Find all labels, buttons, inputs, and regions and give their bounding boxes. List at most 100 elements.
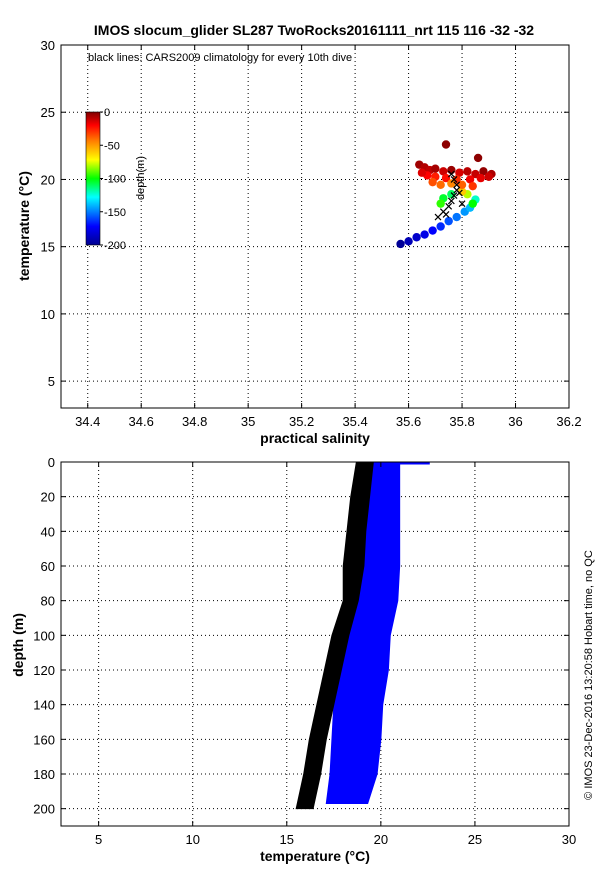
ts-observation-point [417, 168, 427, 177]
ts-ytick-label: 20 [41, 172, 55, 187]
ts-climatology-point [453, 181, 461, 189]
profile-xtick-label: 20 [374, 832, 388, 847]
colorbar-tick-label: -50 [104, 140, 120, 152]
ts-observation-point [428, 177, 437, 187]
ts-observation-point [479, 167, 488, 176]
colorbar-tick-label: -150 [104, 207, 126, 219]
ts-observation-point [468, 199, 477, 208]
ts-observation-point [465, 175, 475, 184]
profile-ytick-label: 120 [33, 663, 55, 678]
ts-observation-point [436, 180, 445, 190]
ts-observation-point [447, 190, 456, 199]
profile-ticks: 5 10 15 20 25 30 0 20 40 60 80 100 120 140 160 180 200 [33, 455, 576, 847]
ts-xtick-label: 34.8 [182, 414, 207, 429]
profile-xtick-label: 25 [468, 832, 482, 847]
ts-diagram-panel: 34.4 34.6 34.8 35 35.2 35.4 35.6 35.8 36 36.2 5 10 1… [16, 38, 582, 446]
ts-climatology-point [442, 210, 450, 218]
ts-axes-box [60, 44, 570, 409]
ts-observation-point [441, 140, 451, 149]
ts-observation-point [473, 153, 483, 163]
ts-data-layer [396, 140, 496, 249]
colorbar-ticks: 0 -50 -100 -150 -200 [100, 107, 126, 252]
ts-observation-point [484, 172, 493, 181]
ts-observation-point [452, 212, 461, 222]
colorbar-gradient [85, 111, 101, 246]
ts-climatology-point [458, 200, 466, 208]
ts-xtick-label: 35.8 [449, 414, 474, 429]
profile-ytick-label: 180 [33, 767, 55, 782]
ts-ytick-label: 15 [41, 240, 55, 255]
ts-observation-point [444, 216, 453, 226]
profile-xtick-label: 30 [562, 832, 576, 847]
ts-observation-point [455, 168, 464, 177]
colorbar-label: depth(m) [135, 156, 147, 200]
profile-xtick-label: 5 [95, 832, 102, 847]
colorbar-tick-label: 0 [104, 107, 110, 119]
imos-watermark: © IMOS 23-Dec-2016 13:20:58 Hobart time,… [583, 550, 595, 800]
ts-ticks: 34.4 34.6 34.8 35 35.2 35.4 35.6 35.8 36 36.2 5 10 1… [41, 38, 582, 429]
profile-ytick-label: 160 [33, 732, 55, 747]
temperature-profile-panel: 5 10 15 20 25 30 0 20 40 60 80 100 120 140 160 180 200 t… [10, 455, 576, 864]
ts-observation-point [436, 199, 445, 208]
ts-xtick-label: 35.6 [396, 414, 421, 429]
ts-observation-point [428, 226, 437, 235]
ts-observation-point [463, 167, 472, 176]
profile-ytick-label: 200 [33, 802, 55, 817]
ts-observation-point [457, 180, 467, 190]
profile-xlabel: temperature (°C) [260, 848, 370, 864]
profile-climatology-band [295, 462, 374, 810]
ts-xtick-label: 35.2 [289, 414, 314, 429]
profile-xtick-label: 10 [185, 832, 199, 847]
ts-ytick-label: 25 [41, 105, 55, 120]
ts-grid [61, 45, 569, 408]
ts-climatology-point [450, 176, 458, 183]
ts-observation-point [404, 237, 413, 246]
profile-ytick-label: 100 [33, 628, 55, 643]
profile-xtick-label: 15 [280, 832, 294, 847]
ts-climatology-point [450, 192, 458, 200]
ts-xtick-label: 36 [508, 414, 522, 429]
profile-ytick-label: 0 [48, 455, 55, 470]
ts-climatology-point [447, 197, 455, 205]
ts-xlabel: practical salinity [260, 430, 370, 446]
ts-climatology-point [445, 202, 453, 210]
ts-ytick-label: 10 [41, 307, 55, 322]
ts-annotation: black lines: CARS2009 climatology for ev… [88, 52, 352, 64]
ts-xtick-label: 34.4 [75, 414, 100, 429]
ts-ylabel: temperature (°C) [16, 171, 32, 281]
ts-observation-point [420, 230, 429, 239]
colorbar-tick-label: -200 [104, 240, 126, 252]
ts-climatology-point [447, 170, 455, 178]
ts-xtick-label: 36.2 [556, 414, 581, 429]
depth-colorbar: 0 -50 -100 -150 -200 depth(m) [85, 107, 147, 252]
ts-ytick-label: 30 [41, 38, 55, 53]
ts-observation-point [412, 233, 421, 242]
ts-ytick-label: 5 [48, 374, 55, 389]
ts-observation-point [431, 164, 440, 173]
ts-xtick-label: 35.4 [342, 414, 367, 429]
profile-ytick-label: 40 [41, 524, 55, 539]
profile-data-layer [295, 462, 430, 810]
ts-observation-point [468, 181, 477, 191]
profile-grid [61, 462, 569, 826]
ts-observation-point [439, 167, 448, 176]
profile-ytick-label: 60 [41, 559, 55, 574]
ts-observation-point [447, 179, 456, 188]
ts-climatology-point [455, 189, 463, 197]
ts-climatology-point [434, 213, 442, 221]
profile-ytick-label: 140 [33, 698, 55, 713]
ts-observation-point [441, 173, 451, 183]
ts-observation-point [436, 222, 445, 231]
profile-axes-box [60, 461, 570, 827]
figure-title: IMOS slocum_glider SL287 TwoRocks2016111… [94, 22, 534, 38]
ts-xtick-label: 35 [241, 414, 255, 429]
profile-ytick-label: 20 [41, 490, 55, 505]
ts-observation-point [476, 173, 485, 183]
ts-observation-point [447, 165, 456, 175]
ts-observation-point [396, 239, 405, 249]
colorbar-tick-label: -100 [104, 174, 126, 186]
profile-ylabel: depth (m) [10, 613, 26, 677]
ts-xtick-label: 34.6 [129, 414, 154, 429]
profile-ytick-label: 80 [41, 594, 55, 609]
